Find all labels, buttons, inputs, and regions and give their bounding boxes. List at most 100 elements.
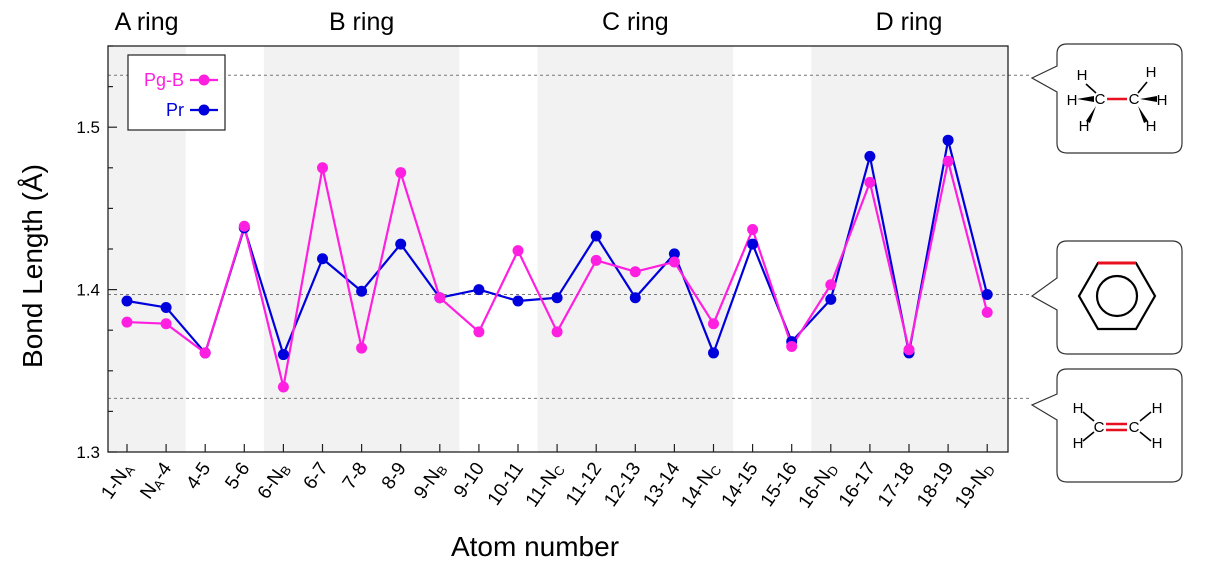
ethane-atom-h3: H: [1079, 118, 1090, 135]
data-point: [551, 292, 563, 304]
data-point: [121, 295, 133, 307]
x-tick-label: 6-NB: [254, 459, 295, 504]
x-tick-label: 4-5: [182, 459, 215, 494]
ethylene-atom-h4: H: [1152, 435, 1163, 452]
data-point: [981, 288, 993, 300]
x-tick-label: 12-13: [600, 459, 645, 511]
data-point: [786, 340, 798, 352]
x-tick-label: 11-NC: [522, 459, 568, 512]
ethylene-callout: H H C C H H: [1030, 368, 1183, 483]
data-point: [590, 254, 602, 266]
data-point: [942, 134, 954, 146]
series-layer: [121, 134, 993, 393]
x-tick-label: 16-ND: [795, 459, 842, 513]
data-point: [668, 256, 680, 268]
x-tick-label: 15-16: [757, 459, 802, 511]
data-point: [395, 238, 407, 250]
ring-label: D ring: [876, 8, 943, 36]
x-tick-label: NA-4: [136, 458, 177, 503]
data-point: [160, 301, 172, 313]
ring-label: C ring: [602, 8, 669, 36]
data-point: [629, 266, 641, 278]
legend-label: Pr: [166, 100, 184, 120]
x-tick-label: 19-ND: [951, 459, 998, 513]
ethane-atom-h4: H: [1146, 64, 1157, 81]
x-tick-label: 13-14: [639, 458, 684, 510]
data-point: [942, 155, 954, 167]
legend-marker: [198, 104, 210, 116]
data-point: [551, 326, 563, 338]
ethylene-atom-h1: H: [1073, 400, 1084, 417]
ring-label: B ring: [329, 8, 394, 36]
x-tick-label: 5-6: [221, 459, 254, 494]
y-tick-label: 1.5: [76, 118, 100, 137]
data-point: [864, 150, 876, 162]
data-point: [668, 248, 680, 260]
ring-label: A ring: [115, 8, 179, 36]
data-point: [903, 344, 915, 356]
data-point: [121, 316, 133, 328]
data-point: [277, 349, 289, 361]
x-tick-label: 8-9: [378, 459, 411, 494]
data-point: [356, 285, 368, 297]
data-point: [317, 162, 328, 174]
data-point: [356, 342, 368, 354]
x-tick-label: 10-11: [484, 459, 528, 510]
x-tick-label: 17-18: [874, 459, 919, 511]
data-point: [317, 253, 328, 265]
x-axis-title: Atom number: [451, 531, 619, 562]
data-point: [238, 220, 250, 232]
x-tick-label: 18-19: [913, 459, 958, 511]
ethane-atom-h6: H: [1146, 118, 1157, 135]
ethane-atom-h2: H: [1067, 92, 1078, 109]
data-point: [825, 293, 837, 305]
benzene-structure-icon: [1077, 261, 1157, 331]
ring-shading-layer: [108, 46, 1008, 452]
data-point: [708, 347, 719, 359]
legend-marker: [198, 74, 210, 86]
x-tick-label: 16-17: [835, 459, 880, 511]
ethylene-atom-c2: C: [1129, 419, 1140, 436]
ethane-atom-c1: C: [1095, 91, 1106, 108]
data-point: [434, 292, 446, 304]
data-point: [590, 230, 602, 242]
legend-box: [127, 54, 226, 131]
data-point: [473, 326, 485, 338]
y-tick-label: 1.3: [76, 443, 100, 462]
ring-shade: [811, 46, 1008, 452]
x-tick-label: 14-15: [718, 459, 763, 511]
y-tick-label: 1.4: [76, 281, 100, 300]
x-tick-label: 7-8: [339, 459, 372, 494]
ethane-atom-h1: H: [1077, 67, 1088, 84]
ethane-callout: H H H C C H H H: [1030, 43, 1183, 154]
ethane-atom-h5: H: [1157, 92, 1168, 109]
data-point: [747, 238, 759, 250]
data-point: [512, 295, 524, 307]
ring-shade: [263, 46, 460, 452]
x-tick-label: 9-10: [450, 459, 489, 502]
data-point: [981, 306, 993, 318]
ethane-atom-c2: C: [1129, 91, 1140, 108]
data-point: [199, 347, 211, 359]
ethylene-structure-icon: H H C C H H: [1073, 400, 1163, 452]
y-axis-title: Bond Length (Å): [17, 164, 48, 368]
data-point: [747, 224, 759, 236]
legend: Pg-B Pr: [127, 54, 226, 131]
reference-lines-layer: [108, 74, 1032, 399]
ring-shade: [537, 46, 734, 452]
data-point: [825, 279, 837, 291]
ethylene-atom-c1: C: [1094, 419, 1105, 436]
x-tick-label: 9-NB: [410, 459, 451, 504]
ethane-structure-icon: H H H C C H H H: [1067, 64, 1168, 135]
x-tick-label: 6-7: [300, 459, 333, 494]
ring-labels-layer: A ring B ring C ring D ring: [115, 8, 943, 36]
data-point: [629, 292, 641, 304]
benzene-callout: [1030, 240, 1183, 355]
data-point: [277, 381, 289, 393]
ethylene-atom-h2: H: [1073, 435, 1084, 452]
legend-label: Pg-B: [144, 70, 184, 90]
data-point: [473, 284, 485, 296]
data-point: [512, 245, 524, 257]
data-point: [395, 167, 407, 179]
